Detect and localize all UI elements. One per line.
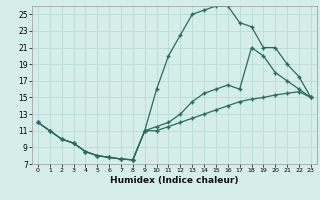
X-axis label: Humidex (Indice chaleur): Humidex (Indice chaleur) [110,176,239,185]
